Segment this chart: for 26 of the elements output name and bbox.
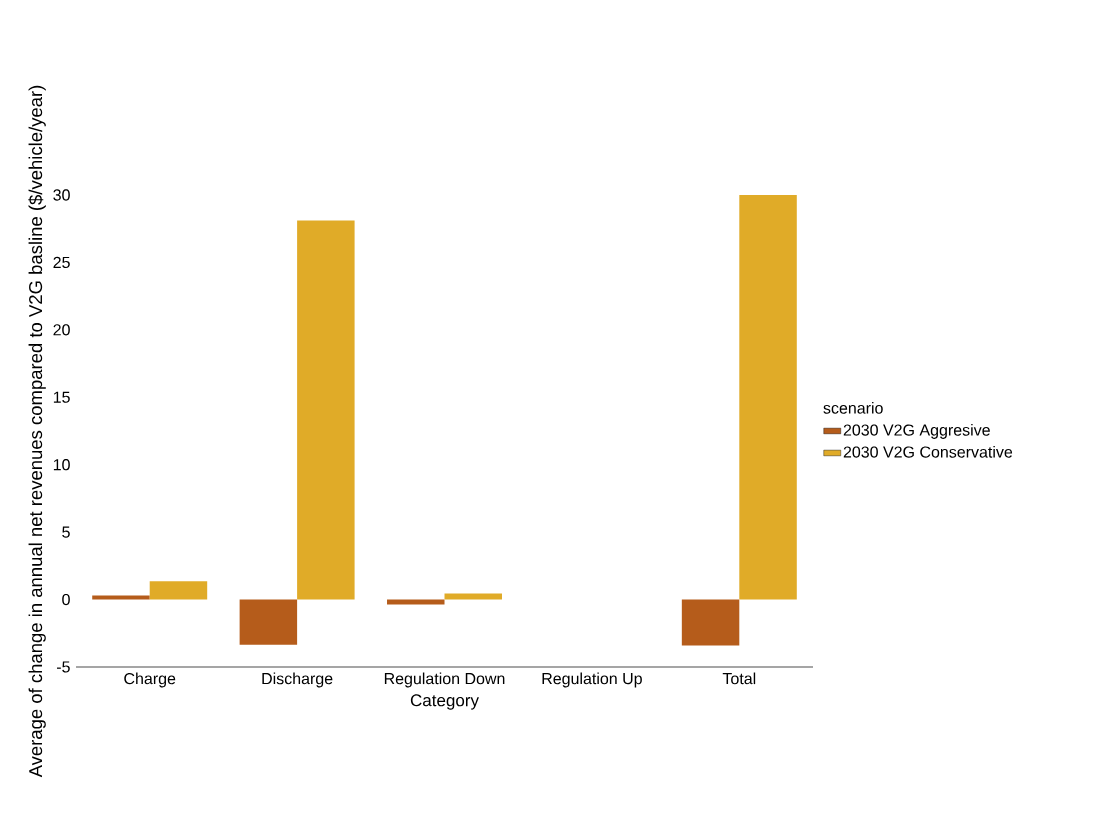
x-tick-label: Discharge — [262, 672, 333, 688]
bar — [387, 599, 445, 605]
x-axis-title: Category — [410, 694, 479, 710]
y-tick-label: 15 — [53, 391, 70, 403]
x-tick-label: Charge — [124, 672, 176, 688]
y-tick-label: 30 — [53, 189, 70, 201]
bar — [681, 599, 740, 646]
x-tick-label: Total — [722, 672, 756, 685]
y-tick-label: 20 — [53, 324, 70, 336]
bar — [239, 599, 298, 645]
bar — [739, 194, 797, 600]
y-tick-label: 5 — [62, 526, 70, 538]
y-axis-title: Average of change in annual net revenues compared to V2G basline ($/vehicle/year) — [28, 85, 46, 778]
y-tick-label: 25 — [53, 256, 70, 269]
legend-title: scenario — [823, 402, 883, 414]
bar — [297, 220, 355, 600]
bar — [444, 593, 502, 600]
bar — [92, 595, 150, 600]
y-tick-label: -5 — [56, 661, 70, 673]
legend-label: 2030 V2G Conservative — [843, 445, 1013, 458]
x-tick-label: Regulation Down — [384, 672, 505, 688]
y-tick-label: 0 — [62, 593, 70, 606]
legend-label: 2030 V2G Aggresive — [843, 423, 990, 439]
x-tick-label: Regulation Up — [542, 672, 642, 688]
y-tick-label: 10 — [53, 459, 70, 471]
bar — [149, 581, 208, 600]
